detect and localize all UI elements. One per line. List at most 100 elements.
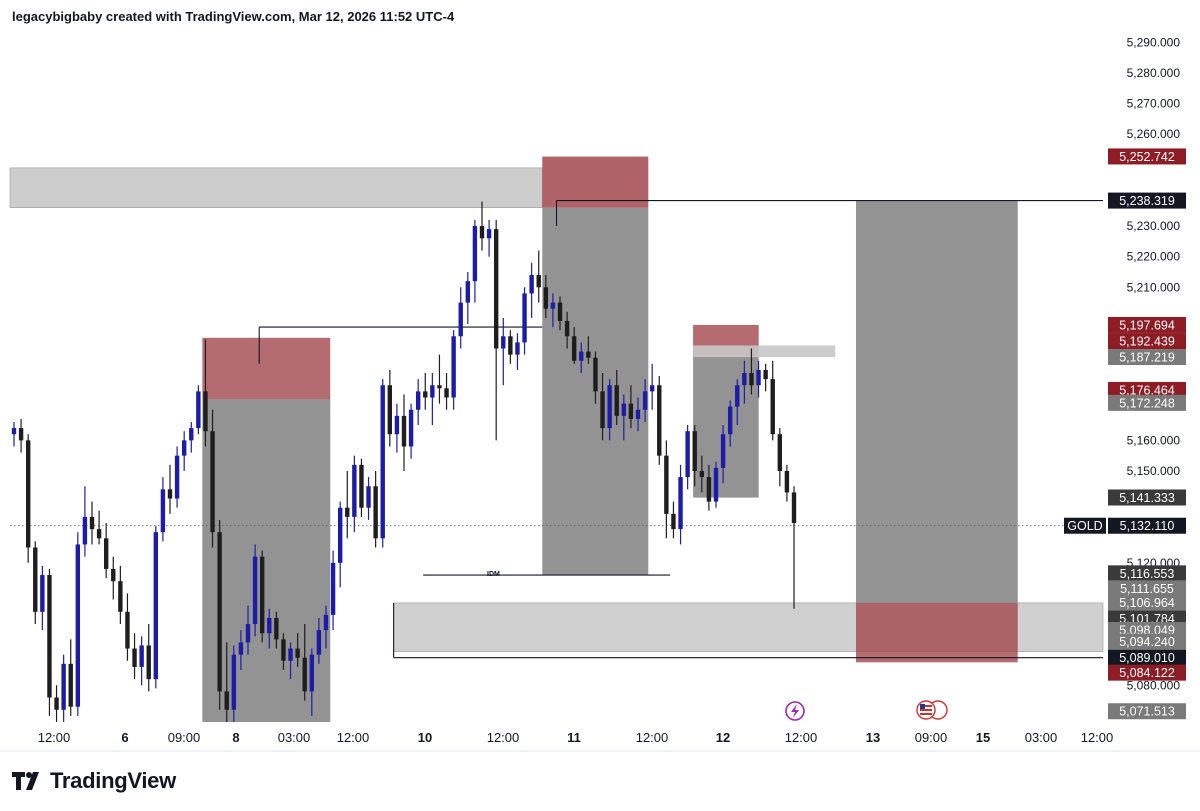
candle [11,421,17,447]
candle-body [259,556,265,634]
price-tick: 5,230.000 [1127,219,1181,233]
price-tag: 5,094.240 [1108,633,1186,650]
candle [167,464,173,514]
zones-layer [9,156,1104,722]
candle-body [160,489,166,533]
candle-body [756,369,761,386]
price-tag: 5,132.110 [1108,517,1186,534]
candle-body [203,391,208,432]
candle-body [564,320,570,337]
price-tag: 5,071.513 [1108,703,1186,720]
candle-body [777,434,783,471]
time-tick: 09:00 [915,730,948,745]
price-tag-value: 5,089.010 [1119,651,1175,665]
candle [692,425,697,487]
price-tag-bg [1108,489,1186,506]
candle-body [713,467,719,502]
candle-body [515,342,520,355]
candle-body [735,385,740,407]
candle [486,219,492,257]
candle [359,458,364,517]
candle [543,275,549,318]
candle [763,363,768,392]
candle [118,565,123,625]
candle [203,339,208,447]
candle-body [167,489,173,499]
candle-body [231,654,237,710]
us-flag-icon[interactable] [916,700,948,720]
candle-body [479,226,485,239]
candle [727,400,733,447]
time-tick: 12:00 [337,730,370,745]
candle [458,287,463,349]
price-tag-value: 5,192.439 [1119,335,1175,349]
candle-body [593,357,598,392]
price-tag-value: 5,094.240 [1119,635,1175,649]
price-tag: 5,116.553 [1108,565,1186,582]
candle-body [54,697,59,710]
candle-body [614,385,619,416]
price-tag-value: 5,132.110 [1120,519,1175,533]
candle [75,532,81,716]
lightning-icon[interactable] [785,701,805,721]
candle [408,403,414,459]
candle-body [692,431,697,471]
candle [18,418,24,453]
price-tag-bg [1108,349,1186,366]
candle-body [635,409,641,419]
candle [302,624,307,701]
candle [536,250,541,303]
candle-body [678,477,683,530]
time-tick: 09:00 [168,730,201,745]
price-axis: 5,290.000 5,280.000 5,270.000 5,260.000 5,23… [1127,35,1181,692]
annotations-layer: IDM [487,571,500,578]
time-tick: 03:00 [1025,730,1058,745]
price-tag: 5,238.319 [1108,192,1186,209]
candle [111,556,116,600]
time-axis: 12:00 6 09:00 8 03:00 12:00 10 12:00 11 12:00 12 12… [0,730,1200,752]
price-tick: 5,210.000 [1127,280,1181,294]
candle [153,526,159,689]
candle-body [444,388,449,398]
candle [437,354,442,404]
chart-canvas[interactable]: IDM 5,290.000 5,280.000 5,270.000 5,260.000… [0,0,1200,760]
candle-body [118,581,123,612]
candle [33,541,38,625]
candle-body [18,428,24,441]
candle-body [720,434,726,468]
price-tag-bg [1108,148,1186,165]
candle-body [571,336,577,361]
candle-body [536,275,541,288]
candle [444,373,449,410]
candle [784,464,790,502]
candle [685,425,690,490]
candle-body [493,229,499,349]
candle-body [33,547,38,612]
annotation-label: IDM [487,571,500,578]
dark-box-zone [855,200,1018,603]
price-tick: 5,080.000 [1127,678,1181,692]
candle [493,219,499,441]
candle-body [742,373,747,386]
candle-body [238,642,244,655]
candle [557,296,563,331]
candle [451,330,456,410]
candle [430,373,435,426]
candle-body [522,293,527,343]
candle-body [302,657,307,692]
tradingview-logo-text: TradingView [50,768,176,793]
time-tick: 12:00 [38,730,71,745]
candle-body [96,529,102,539]
time-tick: 10 [418,730,432,745]
price-tag-bg [1108,565,1186,582]
candle-body [465,281,471,303]
price-tag: 5,084.122 [1108,664,1186,681]
candle [196,385,201,435]
candle-body [557,302,563,321]
symbol-tag-bg [1064,517,1106,534]
price-tag-value: 5,197.694 [1119,318,1175,332]
candle [189,421,194,453]
candle [465,271,471,325]
candle-body [309,654,315,692]
candle [720,425,726,484]
